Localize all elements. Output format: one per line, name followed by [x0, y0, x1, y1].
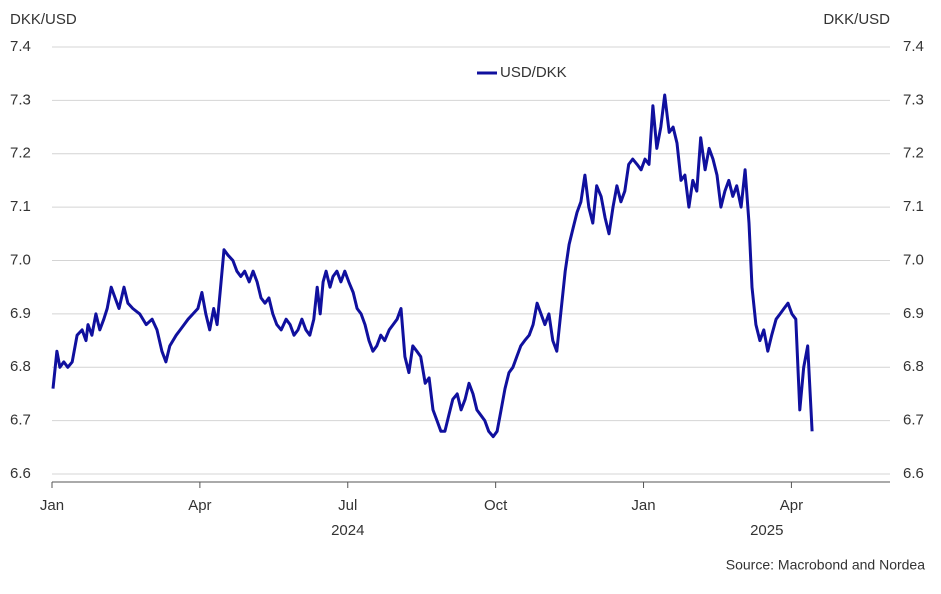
x-tick-label: Jul — [338, 497, 357, 514]
y-tick-label: 6.9 — [10, 305, 31, 322]
y-axis-label: DKK/USD — [10, 11, 77, 28]
y2-tick-label: 7.2 — [903, 145, 924, 162]
y-tick-label: 7.1 — [10, 198, 31, 215]
y-tick-label: 6.8 — [10, 358, 31, 375]
x-tick-label: Jan — [631, 497, 655, 514]
y2-tick-label: 6.9 — [903, 305, 924, 322]
y-tick-label: 7.2 — [10, 145, 31, 162]
x-tick-label: Apr — [188, 497, 211, 514]
year-label: 2025 — [750, 522, 783, 539]
x-tick-label: Oct — [484, 497, 508, 514]
y-tick-label: 6.6 — [10, 465, 31, 482]
x-tick-label: Jan — [40, 497, 64, 514]
y2-tick-label: 6.7 — [903, 412, 924, 429]
legend-label: USD/DKK — [500, 64, 567, 81]
y-tick-label: 7.0 — [10, 251, 31, 268]
y-tick-label: 6.7 — [10, 412, 31, 429]
year-label: 2024 — [331, 522, 364, 539]
y2-tick-label: 7.0 — [903, 251, 924, 268]
y2-tick-label: 7.4 — [903, 38, 924, 55]
y2-tick-label: 6.8 — [903, 358, 924, 375]
y-tick-label: 7.4 — [10, 38, 31, 55]
y2-axis-label: DKK/USD — [823, 11, 890, 28]
series-line — [51, 93, 814, 439]
x-tick-label: Apr — [780, 497, 803, 514]
source: Source: Macrobond and Nordea — [726, 557, 925, 573]
y2-tick-label: 6.6 — [903, 465, 924, 482]
y2-tick-label: 7.1 — [903, 198, 924, 215]
y-tick-label: 7.3 — [10, 91, 31, 108]
y2-tick-label: 7.3 — [903, 91, 924, 108]
